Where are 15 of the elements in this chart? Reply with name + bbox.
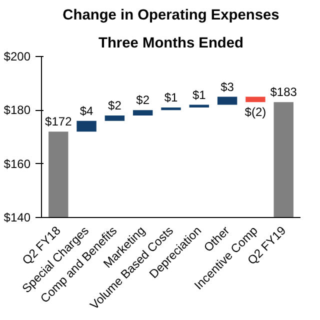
data-label: $3	[220, 80, 234, 94]
data-label: $(2)	[244, 105, 266, 120]
y-tick-label: $180	[4, 103, 31, 118]
chart-title: Change in Operating Expenses	[62, 8, 280, 24]
data-label: $2	[136, 93, 150, 108]
y-tick-label: $160	[4, 156, 31, 171]
data-label: $183	[270, 85, 298, 100]
y-tick-label: $200	[4, 50, 31, 64]
data-label: $2	[108, 98, 122, 113]
y-tick-label: $140	[4, 210, 31, 224]
data-label: $4	[80, 104, 94, 118]
data-label: $1	[192, 88, 206, 102]
chart-subtitle: Three Months Ended	[98, 36, 244, 52]
data-label: $1	[164, 90, 178, 104]
data-label: $172	[45, 114, 72, 129]
